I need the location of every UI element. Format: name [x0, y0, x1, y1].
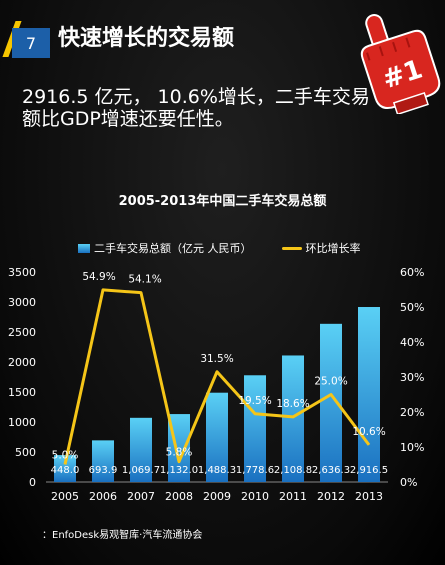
bar: [92, 440, 114, 482]
chart-legend: 二手车交易总额（亿元 人民币） 环比增长率: [78, 240, 361, 256]
y-left-tick-label: 3000: [8, 296, 36, 309]
bar: [206, 392, 228, 482]
growth-rate-label: 25.0%: [314, 376, 347, 388]
growth-rate-label: 10.6%: [352, 426, 385, 438]
bar: [54, 455, 76, 482]
x-tick-label: 2006: [89, 490, 117, 503]
growth-rate-label: 5.0%: [52, 450, 79, 462]
bar-value-label: 2,108.8: [274, 465, 312, 476]
growth-rate-label: 54.1%: [128, 274, 161, 286]
y-right-tick-label: 0%: [400, 476, 417, 489]
x-tick-label: 2011: [279, 490, 307, 503]
bar-value-label: 2,916.5: [350, 465, 388, 476]
legend-bar-label: 二手车交易总额（亿元 人民币）: [94, 242, 252, 255]
bar-value-label: 1,132.0: [160, 465, 198, 476]
summary-text: 2916.5 亿元， 10.6%增长，二手车交易 额比GDP增速还要任性。: [22, 86, 422, 130]
growth-rate-label: 5.8%: [166, 447, 193, 459]
growth-rate-label: 19.5%: [238, 395, 271, 407]
y-left-tick-label: 500: [15, 446, 36, 459]
bar-value-label: 1,488.3: [198, 465, 236, 476]
source-note: ：EnfoDesk易观智库·汽车流通协会: [42, 530, 203, 541]
growth-rate-line: [63, 288, 371, 465]
chart-title: 2005-2013年中国二手车交易总额: [118, 194, 327, 209]
bar: [282, 355, 304, 482]
y-left-tick-label: 0: [29, 476, 36, 489]
foam-hand-number-one-icon: #1: [360, 14, 441, 114]
x-tick-label: 2009: [203, 490, 231, 503]
bar: [244, 375, 266, 482]
y-left-tick-label: 2000: [8, 356, 36, 369]
page-number: 7: [12, 28, 50, 58]
x-tick-label: 2010: [241, 490, 269, 503]
summary-line-2: 额比GDP增速还要任性。: [22, 108, 234, 130]
y-right-tick-label: 10%: [400, 441, 424, 454]
legend-bar-swatch: [78, 243, 90, 253]
y-left-tick-label: 3500: [8, 266, 36, 279]
y-left-tick-label: 1000: [8, 416, 36, 429]
bar-value-label: 1,069.7: [122, 465, 160, 476]
bar-value-label: 2,636.3: [312, 465, 350, 476]
legend-line-label: 环比增长率: [305, 242, 361, 255]
bar: [320, 323, 342, 482]
bar-value-label: 1,778.6: [236, 465, 274, 476]
y-right-tick-label: 20%: [400, 406, 424, 419]
x-tick-label: 2008: [165, 490, 193, 503]
legend-line-swatch: [281, 246, 302, 250]
growth-rate-label: 18.6%: [276, 398, 309, 410]
x-tick-label: 2005: [51, 490, 79, 503]
y-left-tick-label: 2500: [8, 326, 36, 339]
bar: [358, 307, 380, 482]
bar: [130, 417, 152, 482]
y-right-tick-label: 30%: [400, 371, 424, 384]
y-right-tick-label: 60%: [400, 266, 424, 279]
y-right-tick-label: 40%: [400, 336, 424, 349]
bar-value-label: 448.0: [51, 465, 80, 476]
x-tick-label: 2013: [355, 490, 383, 503]
growth-rate-label: 31.5%: [200, 353, 233, 365]
page-title: 快速增长的交易额: [58, 26, 235, 51]
y-right-tick-label: 50%: [400, 301, 424, 314]
x-tick-label: 2007: [127, 490, 155, 503]
summary-line-1: 2916.5 亿元， 10.6%增长，二手车交易: [22, 86, 370, 108]
y-left-tick-label: 1500: [8, 386, 36, 399]
bar-value-label: 693.9: [89, 465, 118, 476]
growth-rate-label: 54.9%: [82, 271, 115, 283]
x-tick-label: 2012: [317, 490, 345, 503]
chart-plot: 0 500 1000 1500 2000 2500 3000 3500 0% 10% 20% 30% 4…: [8, 266, 424, 503]
